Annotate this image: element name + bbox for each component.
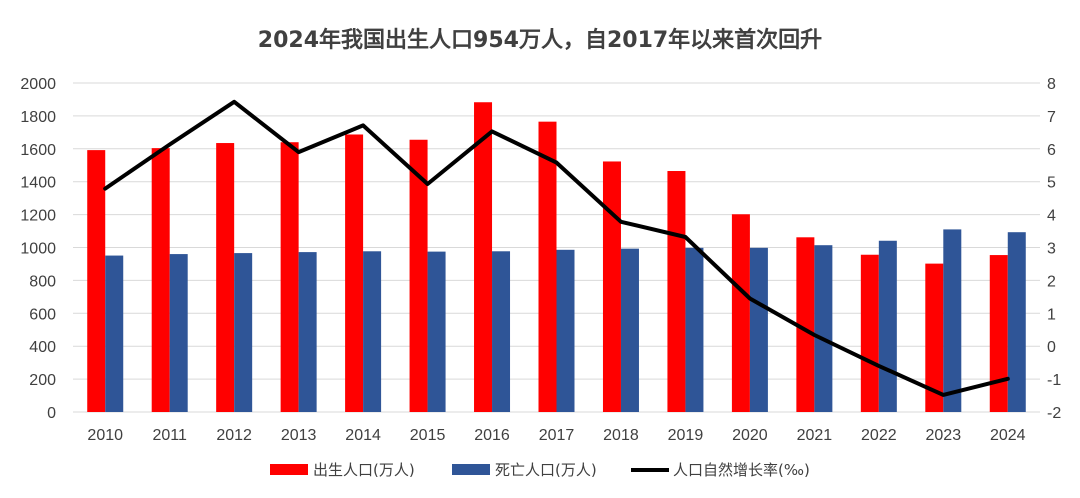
x-tick-label-2014: 2014 <box>345 427 381 444</box>
right-tick-label: 0 <box>1047 339 1056 356</box>
left-tick-label: 1600 <box>20 142 56 159</box>
x-tick-label-2020: 2020 <box>732 427 768 444</box>
bar-births-2013 <box>280 142 299 412</box>
left-tick-label: 200 <box>29 372 56 389</box>
bar-deaths-2024 <box>1007 232 1026 412</box>
x-tick-label-2015: 2015 <box>410 427 446 444</box>
legend-swatch-deaths <box>452 464 490 475</box>
left-tick-label: 1200 <box>20 208 56 225</box>
left-tick-label: 800 <box>29 273 56 290</box>
bar-deaths-2018 <box>620 248 639 412</box>
x-tick-label-2024: 2024 <box>990 427 1026 444</box>
x-tick-label-2011: 2011 <box>152 427 187 444</box>
left-tick-label: 1800 <box>20 109 56 126</box>
legend: 出生人口(万人) 死亡人口(万人) 人口自然增长率(‰) <box>270 461 810 479</box>
bar-deaths-2011 <box>169 254 188 412</box>
bar-deaths-2021 <box>814 245 833 412</box>
bar-births-2011 <box>151 148 170 412</box>
right-tick-label: 1 <box>1047 306 1056 323</box>
bar-deaths-2017 <box>556 249 575 412</box>
left-tick-label: 400 <box>29 339 56 356</box>
right-tick-label: 8 <box>1047 76 1056 93</box>
left-tick-label: 0 <box>47 405 56 422</box>
legend-label-deaths: 死亡人口(万人) <box>495 461 597 479</box>
bar-deaths-2016 <box>492 251 511 412</box>
bar-deaths-2020 <box>749 247 768 412</box>
bar-births-2019 <box>667 171 686 412</box>
right-tick-label: 4 <box>1047 208 1056 225</box>
left-axis-ticks: 0 200 400 600 800 1000 1200 1400 1600 1800 2000 <box>20 76 56 422</box>
legend-swatch-births <box>270 464 308 475</box>
x-tick-label-2019: 2019 <box>668 427 704 444</box>
bar-births-2017 <box>538 121 557 412</box>
bar-births-2010 <box>87 150 106 412</box>
bar-births-2012 <box>216 143 235 413</box>
bar-deaths-2010 <box>105 255 124 412</box>
left-tick-label: 1000 <box>20 241 56 258</box>
bar-births-2022 <box>860 254 879 412</box>
right-tick-label: 7 <box>1047 109 1056 126</box>
bars <box>87 102 1026 413</box>
bar-deaths-2013 <box>298 252 317 412</box>
right-tick-label: 6 <box>1047 142 1056 159</box>
legend-label-births: 出生人口(万人) <box>313 461 415 479</box>
x-tick-label-2023: 2023 <box>926 427 962 444</box>
left-tick-label: 1400 <box>20 175 56 192</box>
x-tick-label-2016: 2016 <box>474 427 510 444</box>
bar-births-2020 <box>731 214 750 412</box>
left-tick-label: 600 <box>29 306 56 323</box>
legend-label-growth-rate: 人口自然增长率(‰) <box>673 461 810 479</box>
bar-births-2014 <box>345 134 364 412</box>
right-tick-label: 3 <box>1047 241 1056 258</box>
bar-deaths-2019 <box>685 247 704 412</box>
bar-deaths-2022 <box>878 240 897 412</box>
bar-births-2015 <box>409 139 428 412</box>
x-tick-label-2022: 2022 <box>861 427 897 444</box>
bar-deaths-2012 <box>234 253 253 412</box>
x-tick-label-2017: 2017 <box>539 427 575 444</box>
bar-births-2021 <box>796 237 815 412</box>
right-tick-label: -1 <box>1047 372 1061 389</box>
bar-deaths-2014 <box>363 251 382 412</box>
bar-births-2018 <box>602 161 621 412</box>
right-tick-label: -2 <box>1047 405 1061 422</box>
right-tick-label: 5 <box>1047 175 1056 192</box>
bar-deaths-2015 <box>427 251 446 412</box>
right-tick-label: 2 <box>1047 273 1056 290</box>
x-tick-label-2013: 2013 <box>281 427 317 444</box>
growth-rate-line <box>103 99 1010 397</box>
legend-item-deaths: 死亡人口(万人) <box>452 461 597 479</box>
bar-births-2016 <box>474 102 493 413</box>
x-tick-label-2018: 2018 <box>603 427 639 444</box>
x-tick-label-2012: 2012 <box>216 427 252 444</box>
x-tick-label-2010: 2010 <box>87 427 123 444</box>
bar-deaths-2023 <box>943 229 962 412</box>
left-tick-label: 2000 <box>20 76 56 93</box>
legend-item-births: 出生人口(万人) <box>270 461 415 479</box>
chart-title: 2024年我国出生人口954万人，自2017年以来首次回升 <box>258 27 822 53</box>
bar-births-2024 <box>989 255 1008 412</box>
x-axis-ticks: 2010 2011 2012 2013 2014 2015 2016 2017 2018 2019… <box>87 427 1025 444</box>
x-tick-label-2021: 2021 <box>797 427 833 444</box>
bar-births-2023 <box>925 263 944 412</box>
right-axis-ticks: -2 -1 0 1 2 3 4 5 6 7 8 <box>1047 76 1061 422</box>
legend-item-growth-rate: 人口自然增长率(‰) <box>631 461 810 479</box>
